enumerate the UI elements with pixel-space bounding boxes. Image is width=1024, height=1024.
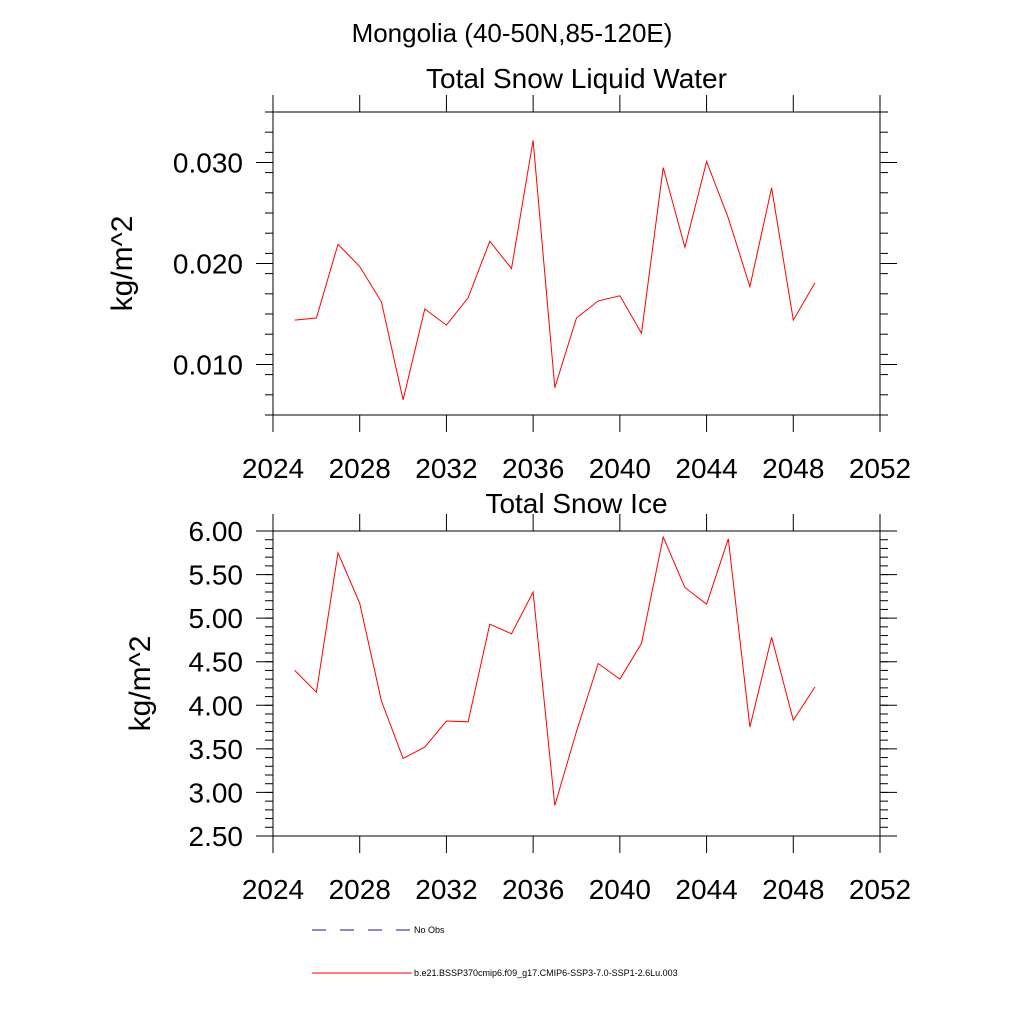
x-tick-label: 2028	[329, 874, 391, 905]
y-tick-label: 2.50	[189, 821, 244, 852]
legend: No Obs b.e21.BSSP370cmip6.f09_g17.CMIP6-…	[312, 925, 678, 978]
y-axis-label: kg/m^2	[124, 636, 157, 732]
x-tick-label: 2044	[675, 874, 737, 905]
y-tick-label: 0.020	[173, 249, 243, 280]
x-tick-label: 2048	[762, 874, 824, 905]
figure-title: Mongolia (40-50N,85-120E)	[352, 18, 673, 48]
series-line	[294, 535, 816, 806]
panel-snow-liquid-water: Total Snow Liquid Water 2024 2028 2032 2036 2…	[106, 63, 911, 484]
y-axis-label: kg/m^2	[106, 216, 139, 312]
y-tick-label: 5.50	[189, 560, 244, 591]
y-tick-label: 5.00	[189, 603, 244, 634]
y-tick-label: 4.00	[189, 690, 244, 721]
plot-frame	[272, 530, 881, 837]
x-tick-label: 2044	[675, 453, 737, 484]
x-tick-label: 2032	[415, 874, 477, 905]
x-tick-label: 2040	[589, 874, 651, 905]
plot-frame	[272, 111, 881, 416]
x-tick-label: 2040	[589, 453, 651, 484]
legend-label-no-obs: No Obs	[414, 925, 445, 935]
y-tick-label: 3.00	[189, 777, 244, 808]
x-tick-label: 2036	[502, 453, 564, 484]
x-tick-label: 2048	[762, 453, 824, 484]
y-tick-label: 6.00	[189, 516, 244, 547]
x-tick-label: 2036	[502, 874, 564, 905]
x-tick-label: 2052	[849, 874, 911, 905]
x-tick-label: 2028	[329, 453, 391, 484]
y-tick-label: 3.50	[189, 734, 244, 765]
chart-title: Total Snow Liquid Water	[426, 63, 727, 94]
x-tick-label: 2052	[849, 453, 911, 484]
legend-label-model-run: b.e21.BSSP370cmip6.f09_g17.CMIP6-SSP3-7.…	[414, 968, 678, 978]
chart-title: Total Snow Ice	[485, 488, 667, 519]
series-line	[294, 140, 816, 401]
y-tick-label: 0.030	[173, 148, 243, 179]
x-tick-label: 2024	[242, 874, 304, 905]
legend-entry-no-obs: No Obs	[312, 925, 445, 935]
x-tick-label: 2032	[415, 453, 477, 484]
legend-entry-model-run: b.e21.BSSP370cmip6.f09_g17.CMIP6-SSP3-7.…	[312, 968, 678, 978]
panel-snow-ice: Total Snow Ice 2024 2028 2032 2036 2040 2044 20…	[124, 488, 911, 905]
x-tick-label: 2024	[242, 453, 304, 484]
y-tick-label: 4.50	[189, 647, 244, 678]
y-tick-label: 0.010	[173, 350, 243, 381]
